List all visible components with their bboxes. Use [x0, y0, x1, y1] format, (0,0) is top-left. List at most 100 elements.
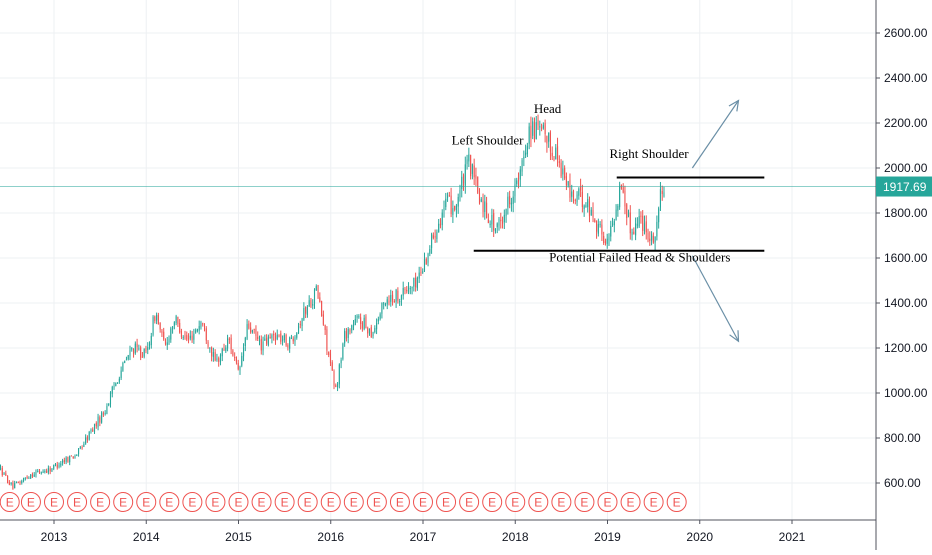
candle-body: [388, 300, 390, 303]
candle-body: [658, 208, 660, 223]
candle-body: [85, 437, 87, 444]
earnings-marker: E: [251, 492, 272, 512]
candle-body: [195, 330, 197, 333]
earnings-marker-circle: [274, 492, 295, 512]
candle-body: [400, 295, 402, 300]
candle-body: [308, 300, 310, 307]
candle-body: [447, 196, 449, 198]
candle-body: [629, 212, 631, 234]
earnings-marker: E: [113, 492, 134, 512]
candle-body: [40, 472, 42, 474]
candle-body: [381, 302, 383, 314]
earnings-marker-label: E: [211, 496, 219, 510]
earnings-marker-label: E: [373, 496, 381, 510]
earnings-marker: E: [620, 492, 641, 512]
earnings-marker-label: E: [650, 496, 658, 510]
candle-body: [219, 354, 222, 363]
earnings-marker: E: [136, 492, 157, 512]
candle-body: [470, 154, 472, 177]
candle-body: [177, 316, 179, 324]
earnings-marker-label: E: [350, 496, 358, 510]
candle-body: [83, 444, 85, 447]
candle-body: [441, 212, 443, 226]
earnings-marker-label: E: [488, 496, 496, 510]
earnings-marker-circle: [413, 492, 433, 512]
candle-body: [46, 470, 48, 473]
candle-body: [642, 215, 644, 231]
candle-body: [164, 340, 167, 345]
candle-body: [549, 132, 551, 152]
candle-body: [564, 167, 566, 179]
candle-body: [517, 179, 520, 182]
candle-body: [232, 350, 234, 356]
candle-body: [88, 432, 90, 440]
earnings-marker-label: E: [119, 496, 127, 510]
candle-body: [606, 238, 608, 244]
candle-body: [136, 343, 138, 348]
candle-body: [154, 316, 156, 321]
earnings-marker-circle: [228, 492, 249, 512]
candle-body: [134, 343, 136, 354]
candle-body: [152, 316, 154, 335]
candle-body: [63, 460, 65, 462]
candle-body: [166, 342, 168, 346]
candle-body: [15, 482, 18, 484]
candle-body: [331, 362, 333, 371]
drawing-overlays: Head Left Shoulder Right Shoulder Potential…: [0, 99, 876, 343]
earnings-marker-circle: [436, 492, 457, 512]
candle-body: [604, 241, 606, 243]
candle-body: [571, 191, 573, 197]
candle-body: [305, 307, 307, 314]
candle-body: [258, 340, 261, 342]
candle-body: [562, 168, 564, 175]
candle-body: [599, 223, 601, 225]
y-tick-label: 1200.00: [884, 341, 928, 355]
candle-body: [127, 355, 129, 360]
candle-body: [150, 335, 152, 345]
candle-body: [170, 328, 172, 340]
x-tick-label: 2019: [594, 530, 621, 544]
candle-body: [406, 289, 408, 292]
earnings-marker: E: [528, 492, 549, 512]
earnings-marker: E: [159, 492, 180, 512]
candle-body: [0, 467, 2, 471]
candle-body: [90, 430, 92, 432]
candle-body: [179, 322, 181, 333]
candle-body: [555, 147, 557, 160]
candle-body: [626, 204, 628, 218]
candle-body: [53, 464, 55, 469]
candle-body: [431, 234, 433, 249]
candle-body: [337, 384, 339, 388]
candle-body: [19, 482, 21, 484]
candle-body: [54, 464, 57, 466]
earnings-marker-label: E: [50, 496, 58, 510]
candle-body: [186, 335, 188, 340]
candle-body: [212, 352, 214, 357]
candle-body: [500, 219, 502, 222]
candle-body: [23, 478, 25, 481]
earnings-marker-circle: [505, 492, 526, 512]
candle-body: [647, 232, 649, 240]
candle-body: [450, 195, 452, 215]
candle-body: [368, 328, 371, 334]
candle-body: [617, 205, 619, 211]
arrow-head: [729, 330, 740, 343]
candle-body: [574, 199, 576, 201]
candle-body: [611, 223, 614, 225]
candle-body: [17, 481, 19, 483]
candle-body: [191, 335, 193, 341]
candle-body: [180, 331, 182, 337]
candle-body: [542, 125, 544, 129]
candle-body: [505, 208, 507, 216]
candle-body: [510, 202, 512, 205]
candle-body: [324, 325, 326, 331]
candle-body: [106, 406, 108, 414]
earnings-marker-circle: [113, 492, 134, 512]
candle-body: [645, 221, 647, 233]
candle-body: [344, 330, 346, 344]
candle-body: [384, 304, 387, 306]
last-price-tag: 1917.69: [876, 176, 932, 197]
